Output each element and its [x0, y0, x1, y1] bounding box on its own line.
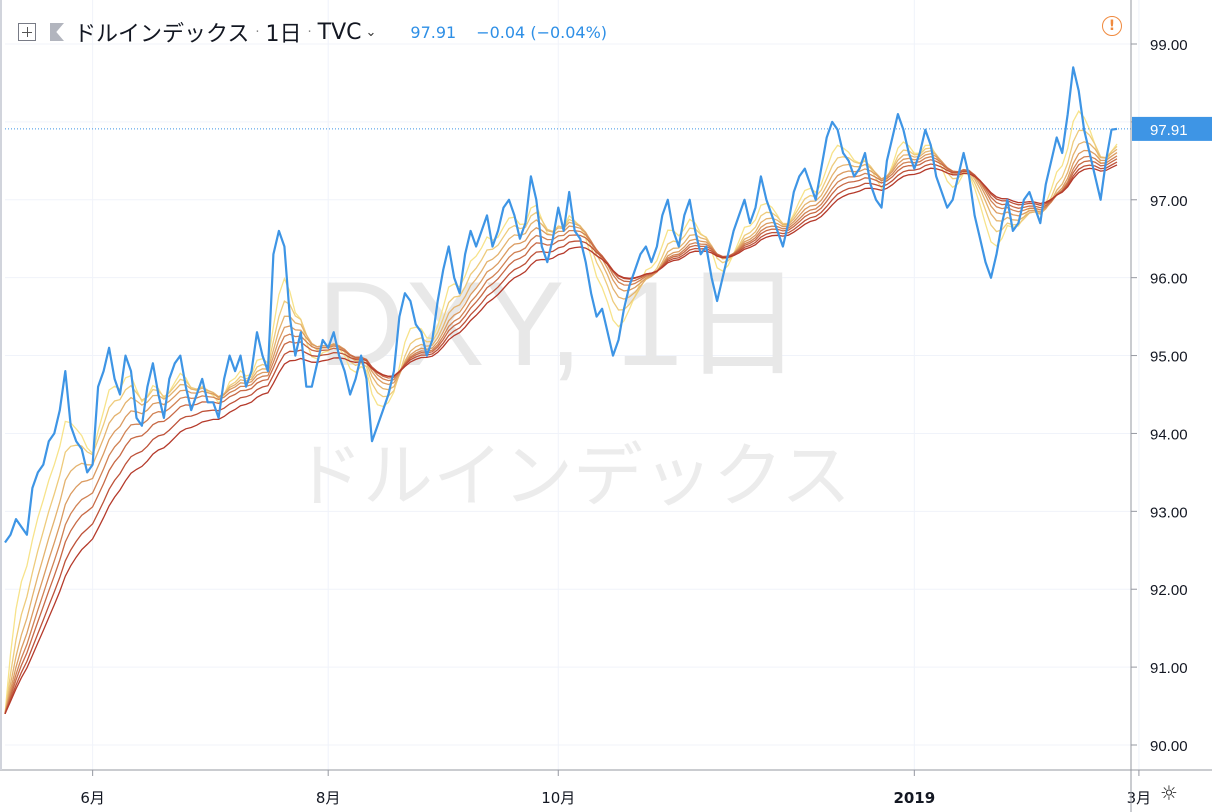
legend-change: −0.04 (−0.04%)	[476, 22, 608, 42]
x-tick-label: 2019	[893, 789, 935, 807]
x-tick-label: 6月	[80, 789, 105, 807]
last-price-label-bg	[1132, 116, 1212, 141]
gear-icon[interactable]: ☼	[1160, 781, 1178, 805]
x-tick-label: 10月	[541, 789, 575, 807]
chevron-down-icon[interactable]: ⌄	[365, 24, 377, 40]
plus-square-icon[interactable]	[18, 23, 36, 41]
legend-price: 97.91	[410, 22, 457, 42]
symbol-name[interactable]: ドルインデックス	[74, 22, 250, 47]
y-tick-label: 97.00	[1150, 193, 1188, 210]
y-tick-label: 92.00	[1150, 582, 1188, 599]
y-tick-label: 99.00	[1150, 37, 1188, 54]
y-tick-label: 91.00	[1150, 660, 1188, 677]
flag-icon[interactable]	[50, 23, 64, 41]
ma-line-28	[4, 164, 1118, 715]
exchange-label[interactable]: TVC	[317, 19, 362, 45]
y-tick-label: 96.00	[1150, 271, 1188, 288]
watermark-symbol: DXY, 1日	[318, 257, 803, 391]
grid-lines	[5, 0, 1140, 770]
last-price-label: 97.91	[1150, 122, 1188, 139]
interval-label[interactable]: 1日	[265, 22, 302, 47]
alert-circle-icon[interactable]: !	[1102, 16, 1122, 36]
price-line	[4, 66, 1118, 544]
ma-line-17	[4, 155, 1118, 714]
ma-line-24	[4, 161, 1118, 715]
separator-dot: ·	[255, 24, 260, 40]
watermark-description: ドルインデックス	[293, 435, 851, 517]
symbol-legend[interactable]: ドルインデックス · 1日 · TVC ⌄ 97.91 −0.04 (−0.04…	[18, 14, 607, 50]
x-tick-label: 3月	[1127, 789, 1152, 807]
x-tick-label: 8月	[316, 789, 341, 807]
y-tick-label: 95.00	[1150, 349, 1188, 366]
separator-dot: ·	[307, 24, 312, 40]
price-series	[4, 66, 1131, 544]
y-tick-label: 90.00	[1150, 738, 1188, 755]
y-tick-label: 94.00	[1150, 426, 1188, 443]
y-tick-label: 93.00	[1150, 504, 1188, 521]
